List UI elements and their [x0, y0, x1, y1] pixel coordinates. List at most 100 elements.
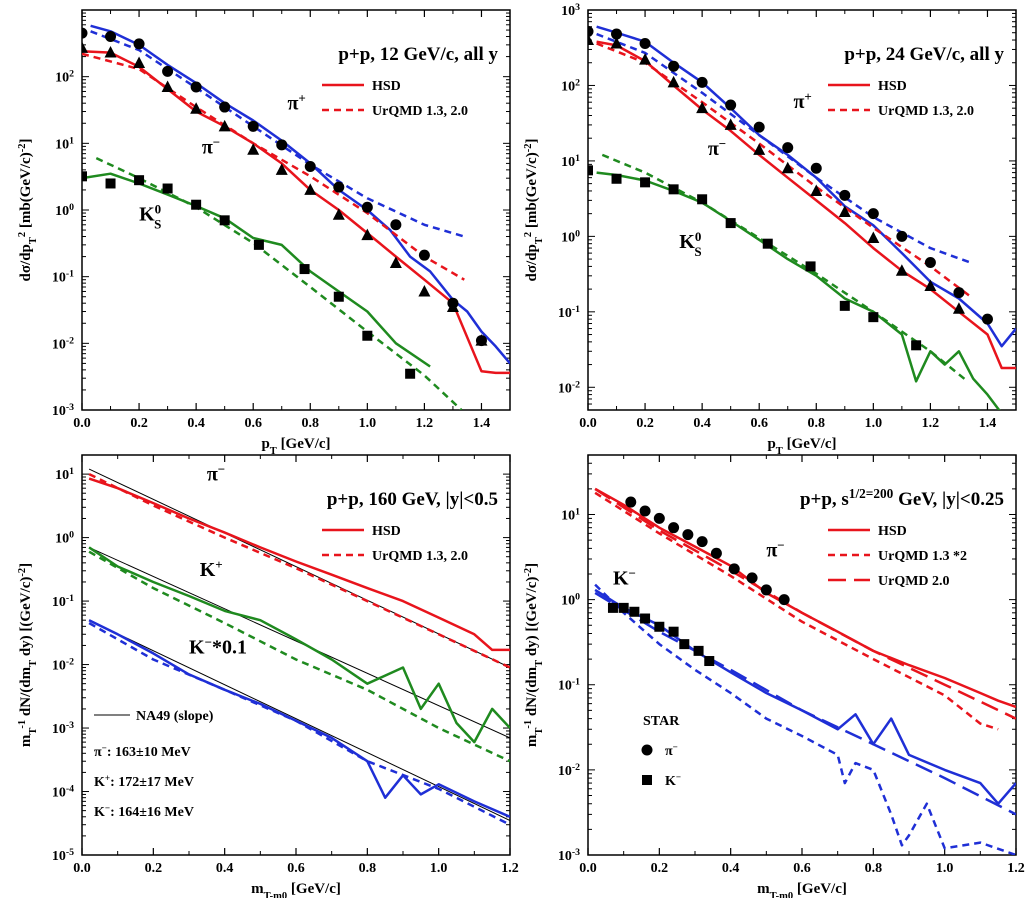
- chart-panel-3: 0.0 0.2 0.4 0.6 0.8 1.0 1.2 10-5 10-4 10-3 10-2 10-…: [17, 454, 519, 898]
- data-point-π−-data: [218, 119, 231, 132]
- data-point-π+-data: [588, 25, 594, 37]
- x-tick-label: 0.2: [636, 416, 654, 431]
- legend-label: UrQMD 2.0: [878, 574, 950, 589]
- curve-label: π−: [202, 134, 220, 159]
- y-tick-label: 101: [561, 506, 580, 524]
- panel-title: p+p, 12 GeV/c, all y: [338, 44, 498, 65]
- legend-label: UrQMD 1.3, 2.0: [372, 104, 468, 119]
- y-tick-label: 10-3: [52, 720, 74, 738]
- data-point-K−-STAR: [618, 602, 629, 613]
- curve-label: K−*0.1: [189, 634, 247, 659]
- x-tick-label: 1.2: [501, 861, 519, 876]
- y-tick-label: 10-1: [52, 593, 74, 611]
- curve-label: K+: [200, 556, 223, 581]
- data-point-π+-data: [839, 189, 851, 201]
- data-point-K−-STAR: [607, 602, 618, 613]
- y-tick-label: 10-2: [52, 335, 74, 353]
- data-point-K0S-data: [82, 171, 87, 182]
- x-axis-label: mT-m0 [GeV/c]: [251, 881, 341, 898]
- data-point-K0S-data: [697, 194, 708, 205]
- y-tick-label: 10-1: [558, 303, 580, 321]
- data-point-K0S-data: [362, 330, 373, 341]
- data-point-π−-data: [446, 300, 459, 313]
- data-point-π−-data: [82, 41, 88, 53]
- legend-label: HSD: [878, 524, 907, 539]
- series-line-π−-HSD: [88, 477, 510, 652]
- data-point-K0S-data: [725, 218, 736, 229]
- data-point-π−-STAR: [728, 563, 740, 575]
- data-point-K0S-data: [762, 238, 773, 249]
- data-point-π−-data: [475, 334, 488, 346]
- data-point-π−-data: [190, 102, 203, 114]
- data-point-π+-data: [696, 76, 708, 88]
- data-point-π−-STAR: [746, 572, 758, 584]
- series-line-π+-UrQMD: [90, 30, 465, 238]
- y-tick-label: 10-2: [558, 761, 580, 779]
- x-tick-label: 0.6: [750, 416, 768, 431]
- data-legend-marker: [642, 775, 652, 785]
- series-line-K0S-HSD: [82, 172, 431, 368]
- y-tick-label: 103: [561, 2, 580, 20]
- data-point-π−-data: [952, 302, 965, 314]
- legend-label: UrQMD 1.3, 2.0: [372, 549, 468, 564]
- data-point-π−-STAR: [710, 547, 722, 559]
- x-axis-label: pT [GeV/c]: [261, 436, 330, 457]
- y-tick-label: 10-3: [558, 847, 580, 865]
- series-line-K+-HSD: [88, 546, 510, 744]
- data-point-π−-STAR: [639, 505, 651, 517]
- curve-label: π+: [793, 89, 811, 114]
- data-point-K−-STAR: [654, 621, 665, 632]
- series-line-K−-HSD: [594, 588, 1016, 805]
- legend-label: HSD: [372, 79, 401, 94]
- data-point-K0S-data: [105, 178, 116, 189]
- data-point-π+-data: [639, 37, 651, 49]
- y-tick-label: 10-2: [52, 656, 74, 674]
- data-point-π−-data: [895, 264, 908, 276]
- series-line-π−-UrQMD: [596, 42, 972, 298]
- series-line-π+-UrQMD: [596, 32, 971, 264]
- data-point-K−-STAR: [704, 656, 715, 667]
- data-point-π−-data: [724, 118, 737, 130]
- y-tick-label: 10-5: [52, 847, 74, 865]
- data-point-K0S-data: [219, 215, 230, 226]
- data-point-K0S-data: [299, 264, 310, 275]
- panel-title: p+p, 160 GeV, |y|<0.5: [327, 489, 498, 510]
- data-legend-title: STAR: [643, 714, 680, 729]
- data-point-K−-STAR: [629, 606, 640, 617]
- data-point-K−-STAR: [693, 645, 704, 656]
- curve-label: K0 S: [679, 229, 701, 259]
- chart-panel-4: 0.0 0.2 0.4 0.6 0.8 1.0 1.2 10-3 10-2 10-1 100 101 m…: [523, 454, 1025, 898]
- data-point-K0S-data: [911, 340, 922, 351]
- data-point-π+-data: [810, 162, 822, 174]
- data-point-π−-data: [418, 284, 431, 297]
- data-point-π−-data: [639, 53, 652, 65]
- data-point-π+-data: [133, 38, 145, 50]
- x-tick-label: 0.2: [145, 861, 163, 876]
- x-tick-label: 0.8: [865, 861, 883, 876]
- curve-label: K−: [613, 565, 636, 590]
- data-point-π−-STAR: [778, 594, 790, 606]
- x-tick-label: 1.2: [1007, 861, 1025, 876]
- y-tick-label: 10-4: [52, 783, 74, 801]
- data-point-K0S-data: [868, 312, 879, 323]
- y-tick-label: 100: [561, 591, 580, 609]
- data-point-π+-data: [276, 139, 288, 151]
- data-point-π−-STAR: [682, 529, 694, 541]
- data-point-π+-data: [190, 81, 202, 93]
- data-point-π−-data: [332, 208, 345, 220]
- data-point-π+-data: [247, 120, 259, 132]
- data-point-π−-data: [696, 101, 709, 114]
- data-point-K−-STAR: [640, 613, 651, 624]
- data-point-π+-data: [782, 142, 794, 154]
- data-point-π−-data: [753, 143, 766, 155]
- x-tick-label: 1.0: [936, 861, 954, 876]
- y-tick-label: 101: [561, 152, 580, 170]
- x-tick-label: 1.0: [865, 416, 883, 431]
- slope-value: K−: 164±16 MeV: [94, 803, 194, 820]
- y-tick-label: 100: [561, 228, 580, 246]
- series-line-π−-UrQMD-1.3*2: [594, 491, 999, 731]
- legend-label: UrQMD 1.3 *2: [878, 549, 967, 564]
- x-tick-label: 0.4: [693, 416, 711, 431]
- data-point-K0S-data: [611, 173, 622, 184]
- data-point-π+-data: [725, 99, 737, 111]
